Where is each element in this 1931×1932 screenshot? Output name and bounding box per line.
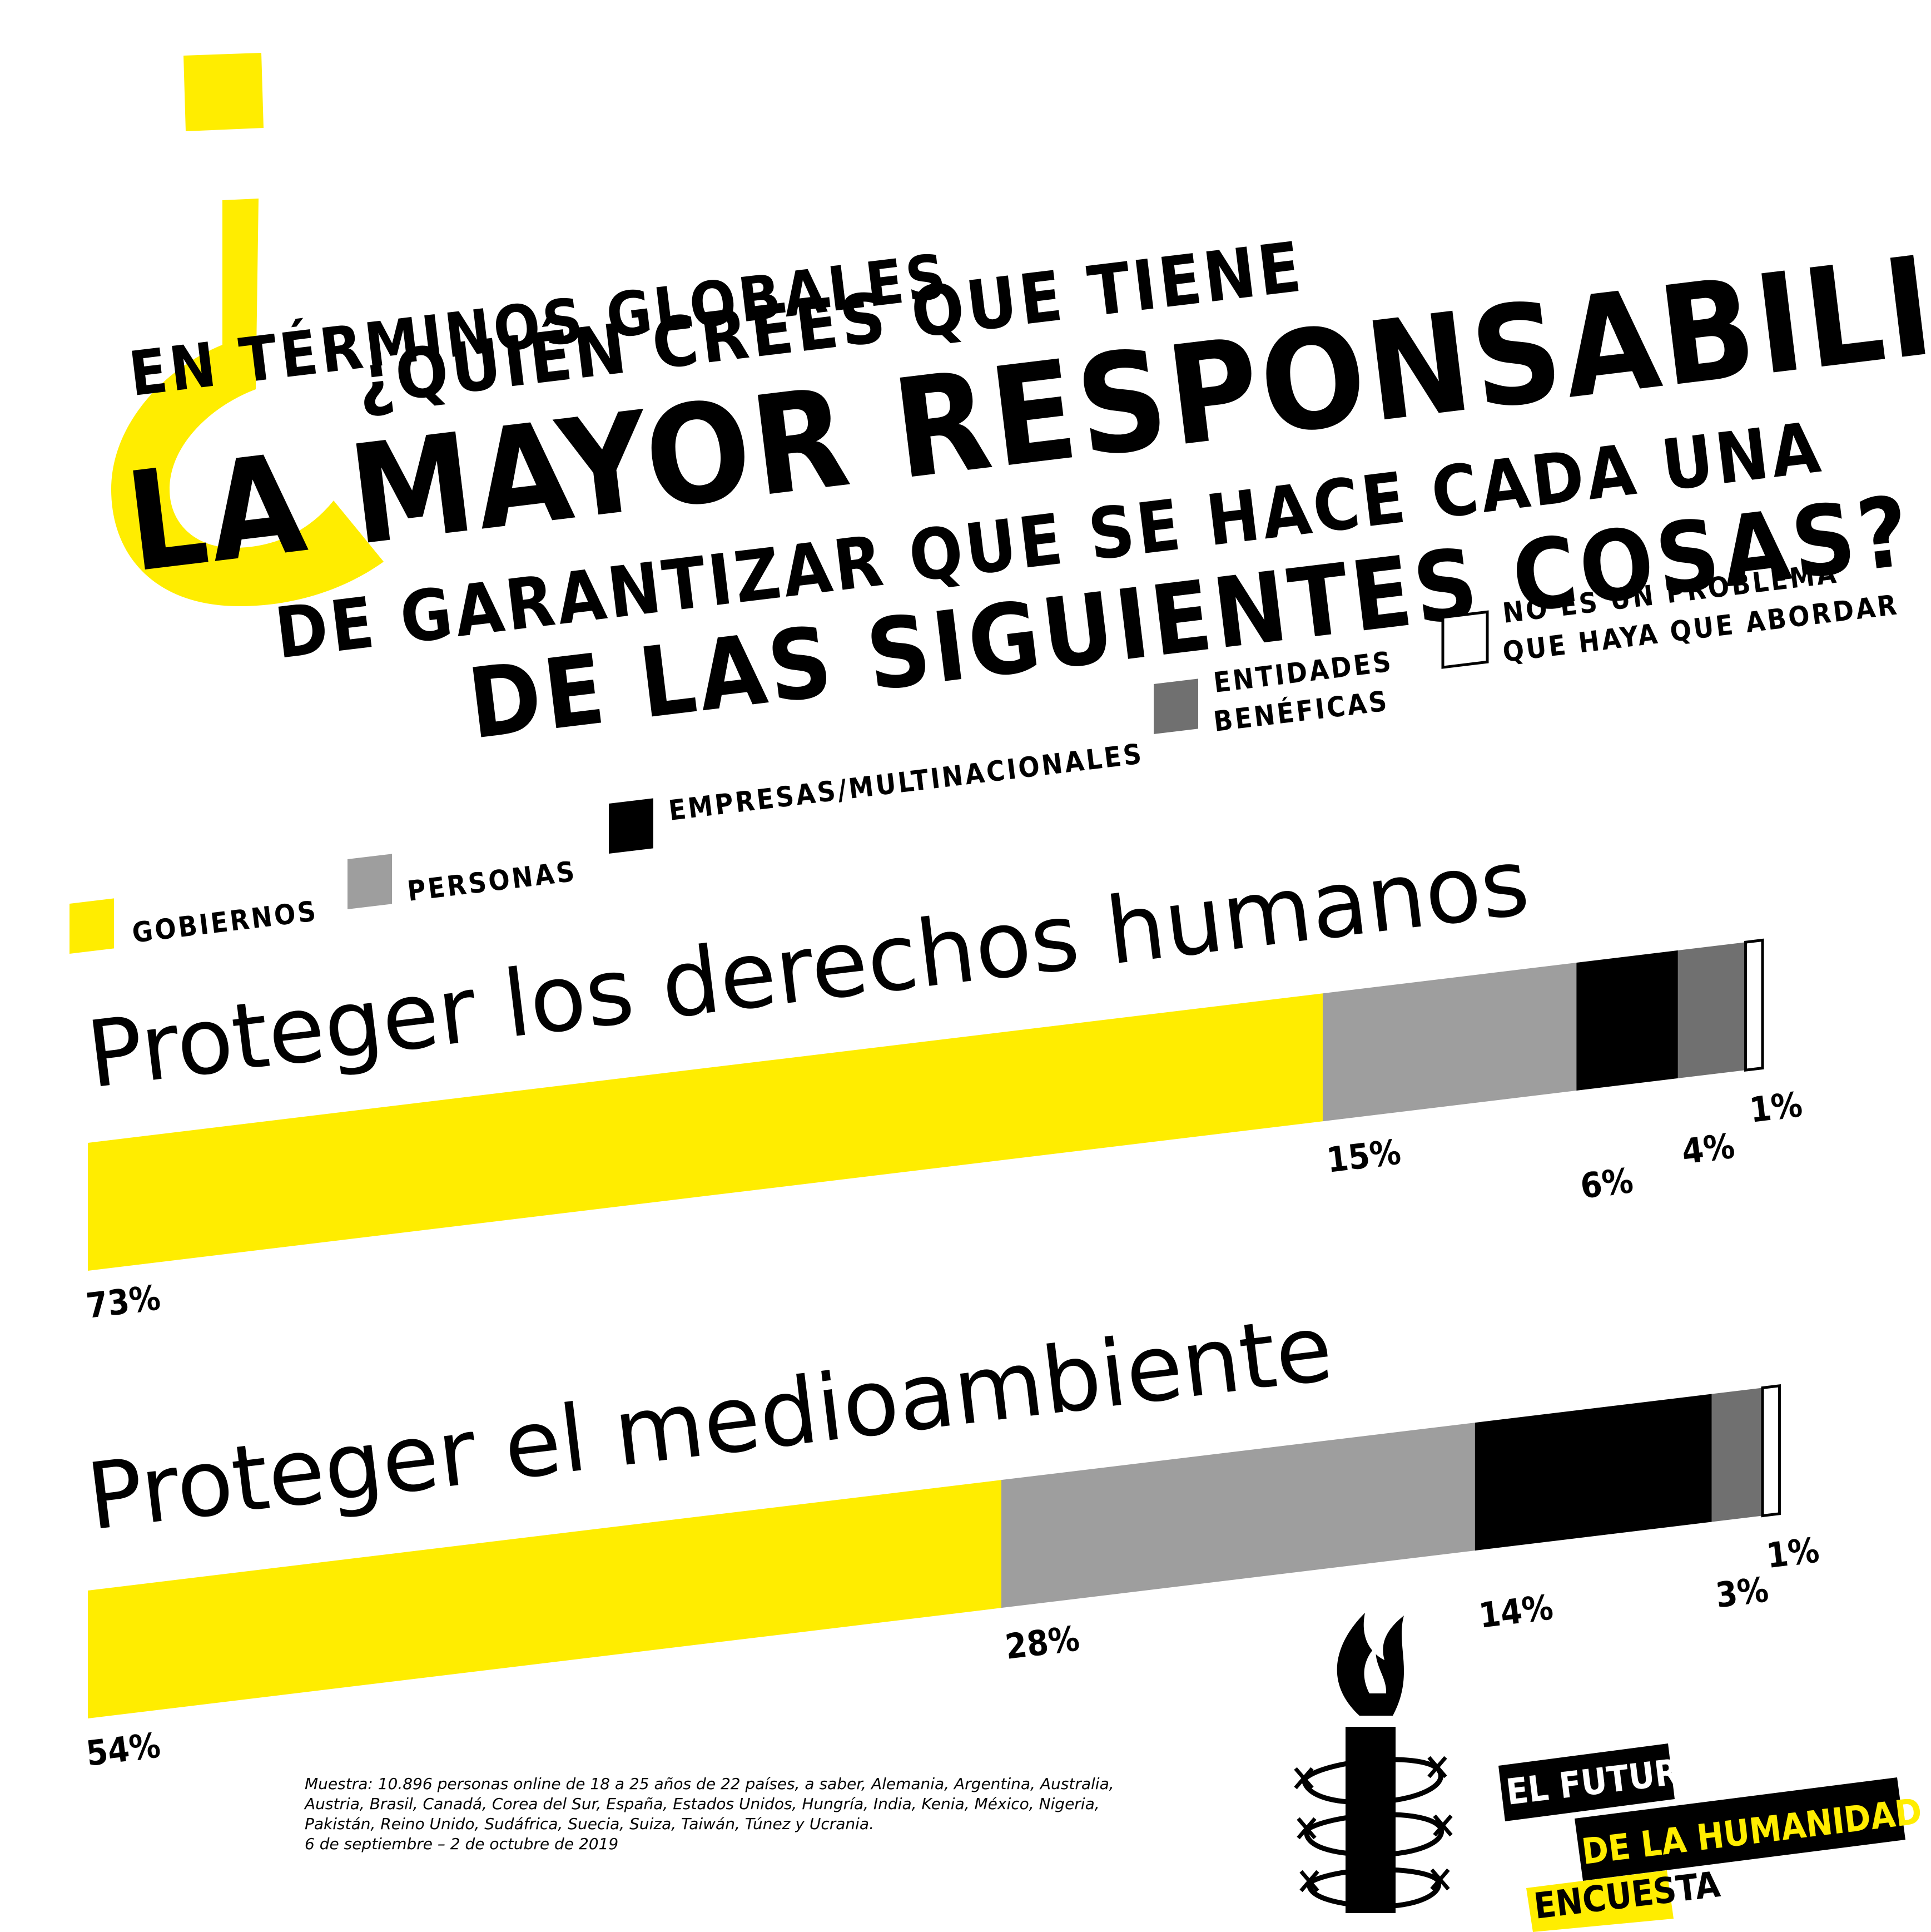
legend-item-empresas: EMPRESAS/MULTINACIONALES xyxy=(609,737,1145,854)
data-labels: 73%15%6%4%1%54%28%14% 3%1% xyxy=(84,1084,1821,1774)
legend-swatch-personas xyxy=(348,854,392,909)
footnote-line-1: Muestra: 10.896 personas online de 18 a … xyxy=(305,1775,1114,1793)
footnote: Muestra: 10.896 personas online de 18 a … xyxy=(305,1774,1250,1854)
bar-segment-entidades-1 xyxy=(1677,942,1746,1078)
footnote-line-4: 6 de septiembre – 2 de octubre de 2019 xyxy=(305,1835,619,1853)
candle-barbed-wire-icon xyxy=(1294,1613,1453,1913)
bar-segment-no-problema-1 xyxy=(1744,938,1764,1072)
bar-segment-empresas-1 xyxy=(1576,950,1678,1091)
legend-label-gobiernos: GOBIERNOS xyxy=(130,895,319,949)
data-label-personas-1: 15% xyxy=(1324,1131,1403,1181)
bar-segment-entidades-2 xyxy=(1711,1388,1763,1522)
data-label-empresas-1: 6% xyxy=(1578,1160,1635,1207)
bar-segment-personas-1 xyxy=(1322,963,1577,1122)
legend-swatch-empresas xyxy=(609,798,653,854)
survey-branding: EL FUTURO DE LA HUMANIDAD ENCUESTA xyxy=(1498,1743,1924,1932)
inverted-question-mark-icon xyxy=(111,53,384,606)
data-label-entidades-1: 4% xyxy=(1680,1126,1737,1172)
data-label-empresas-2: 14% xyxy=(1477,1587,1555,1636)
footnote-line-3: Pakistán, Reino Unido, Sudáfrica, Suecia… xyxy=(305,1815,874,1833)
data-label-no-problema-2: 1% xyxy=(1764,1529,1821,1576)
data-label-entidades-2: 3% xyxy=(1714,1569,1771,1616)
data-label-no-problema-1: 1% xyxy=(1748,1084,1805,1131)
bars xyxy=(88,938,1781,1718)
legend-item-gobiernos: GOBIERNOS xyxy=(70,895,320,954)
bar-segment-gobiernos-2 xyxy=(88,1480,1001,1718)
data-label-gobiernos-1: 73% xyxy=(84,1277,162,1326)
bar-segment-personas-2 xyxy=(1001,1423,1475,1608)
data-label-gobiernos-2: 54% xyxy=(84,1725,162,1774)
legend-swatch-gobiernos xyxy=(70,898,114,954)
headline: EN TÉRMINOS GLOBALES ¿QUIÉN CREES QUE TI… xyxy=(118,190,1931,761)
bar-segment-empresas-2 xyxy=(1475,1394,1712,1551)
bar-segment-gobiernos-1 xyxy=(88,993,1323,1271)
legend-label-personas: PERSONAS xyxy=(405,855,578,908)
footnote-line-2: Austria, Brasil, Canadá, Corea del Sur, … xyxy=(305,1795,1100,1813)
legend-swatch-entidades xyxy=(1154,678,1198,734)
legend-label-empresas: EMPRESAS/MULTINACIONALES xyxy=(667,737,1145,827)
legend-item-personas: PERSONAS xyxy=(348,854,578,909)
legend-swatch-no-problema xyxy=(1441,610,1489,669)
data-label-personas-2: 28% xyxy=(1003,1618,1081,1667)
bar-segment-no-problema-2 xyxy=(1761,1384,1781,1518)
